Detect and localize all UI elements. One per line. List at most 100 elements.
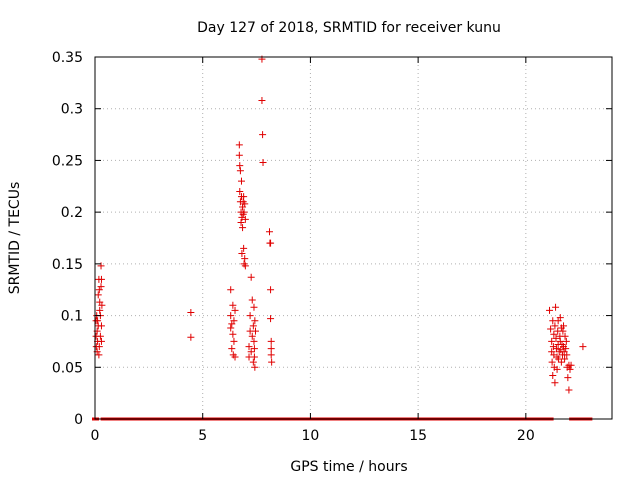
x-tick-label: 15 — [409, 428, 427, 444]
data-point — [230, 317, 238, 325]
y-tick-label: 0.15 — [52, 257, 83, 273]
data-point — [231, 306, 239, 314]
data-point — [241, 262, 249, 270]
data-point — [548, 358, 556, 366]
data-point — [267, 345, 275, 353]
data-point — [238, 250, 246, 258]
data-point — [552, 303, 560, 311]
data-point — [251, 363, 259, 371]
data-point — [565, 386, 573, 394]
data-point — [251, 317, 259, 325]
axis-ticks — [94, 56, 612, 420]
data-point — [550, 330, 558, 338]
data-point — [552, 334, 560, 342]
data-point — [265, 228, 273, 236]
y-tick-labels: 0 0.05 0.1 0.15 0.2 0.25 0.3 0.35 — [52, 50, 83, 428]
data-point — [229, 301, 237, 309]
data-point — [95, 286, 103, 294]
data-point — [562, 337, 570, 345]
data-point — [579, 343, 587, 351]
data-point — [227, 286, 235, 294]
data-point — [559, 327, 567, 335]
data-point — [553, 365, 561, 373]
data-point — [96, 332, 104, 340]
data-point — [551, 379, 559, 387]
data-point — [561, 332, 569, 340]
data-point — [548, 337, 556, 345]
data-point — [259, 158, 267, 166]
data-point — [229, 330, 237, 338]
data-point — [567, 361, 575, 369]
data-point — [247, 348, 255, 356]
data-point — [227, 324, 235, 332]
data-point — [562, 345, 570, 353]
y-tick-label: 0.25 — [52, 153, 83, 169]
y-tick-label: 0.2 — [61, 205, 83, 221]
data-point — [228, 345, 236, 353]
data-point — [267, 337, 275, 345]
y-tick-label: 0.35 — [52, 50, 83, 66]
data-point — [564, 374, 572, 382]
data-point — [250, 353, 258, 361]
data-point — [97, 275, 105, 283]
data-point — [240, 208, 248, 216]
data-point — [94, 291, 102, 299]
data-point — [187, 308, 195, 316]
data-point — [249, 358, 257, 366]
data-point — [250, 337, 258, 345]
y-tick-label: 0.3 — [61, 102, 83, 118]
data-point — [236, 162, 244, 170]
data-point — [247, 273, 255, 281]
chart-title: Day 127 of 2018, SRMTID for receiver kun… — [197, 20, 501, 36]
data-point — [240, 193, 248, 201]
data-point — [549, 372, 557, 380]
y-tick-label: 0.1 — [61, 309, 83, 325]
data-point — [246, 312, 254, 320]
y-tick-label: 0 — [74, 412, 83, 428]
y-axis-label: SRMTID / TECUs — [7, 182, 23, 295]
data-point — [248, 332, 256, 340]
data-point — [97, 322, 105, 330]
data-point — [267, 286, 275, 294]
data-point — [95, 351, 103, 359]
data-point — [268, 358, 276, 366]
data-point — [240, 244, 248, 252]
data-points — [92, 55, 587, 394]
x-tick-label: 0 — [91, 428, 100, 444]
data-point — [251, 327, 259, 335]
data-point — [236, 187, 244, 195]
data-point — [98, 301, 106, 309]
data-point — [250, 345, 258, 353]
data-point — [227, 312, 235, 320]
data-point — [546, 306, 554, 314]
data-point — [547, 325, 555, 333]
x-tick-label: 20 — [517, 428, 535, 444]
grid — [95, 57, 612, 419]
plot-frame — [94, 56, 613, 420]
data-point — [241, 200, 249, 208]
data-point — [556, 337, 564, 345]
data-point — [560, 322, 568, 330]
data-point — [95, 343, 103, 351]
data-point — [235, 141, 243, 149]
data-point — [259, 131, 267, 139]
data-point — [230, 337, 238, 345]
x-tick-label: 10 — [302, 428, 320, 444]
data-point — [241, 255, 249, 263]
data-point — [258, 96, 266, 104]
data-point — [551, 322, 559, 330]
data-point — [267, 315, 275, 323]
y-tick-label: 0.05 — [52, 360, 83, 376]
data-point — [97, 262, 105, 270]
data-point — [97, 337, 105, 345]
data-point — [556, 314, 564, 322]
data-point — [237, 218, 245, 226]
data-point — [563, 351, 571, 359]
x-axis-label: GPS time / hours — [290, 459, 407, 475]
data-point — [249, 322, 257, 330]
data-point — [267, 239, 275, 247]
data-point — [235, 151, 243, 159]
data-point — [239, 224, 247, 232]
